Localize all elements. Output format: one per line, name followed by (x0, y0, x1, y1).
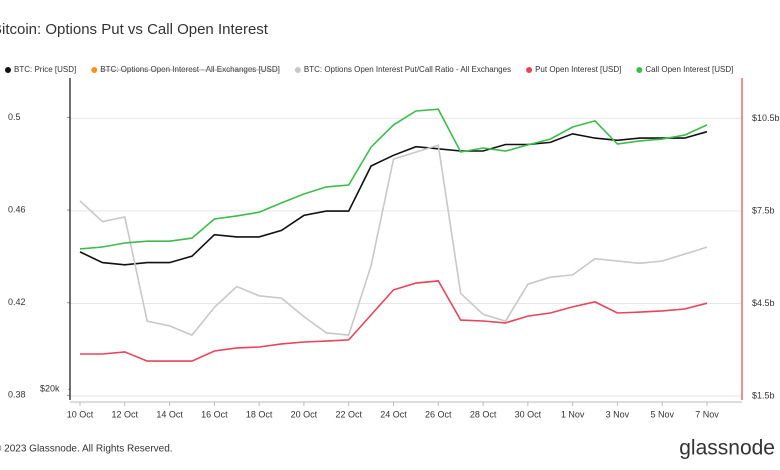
legend-label: Call Open Interest [USD] (645, 65, 733, 74)
y3-tick-label: $20k (40, 384, 60, 394)
x-tick-label: 26 Oct (425, 409, 452, 419)
x-tick-label: 10 Oct (67, 409, 94, 419)
brand: glassnode (679, 437, 775, 460)
legend-marker (294, 67, 301, 73)
x-tick-label: 1 Nov (561, 409, 585, 419)
x-tick-label: 14 Oct (156, 409, 183, 419)
x-tick-label: 28 Oct (470, 409, 497, 419)
chart-title: Bitcoin: Options Put vs Call Open Intere… (0, 21, 269, 38)
series-line (80, 280, 708, 362)
x-tick-label: 5 Nov (650, 409, 674, 419)
series-line (79, 130, 708, 266)
series-line (79, 144, 708, 337)
legend-marker (636, 67, 643, 73)
footer: © 2023 Glassnode. All Rights Reserved. (0, 444, 173, 455)
x-tick-label: 18 Oct (246, 409, 273, 419)
x-tick-label: 20 Oct (291, 409, 318, 419)
y-tick-label: 0.42 (8, 297, 26, 307)
legend-label: Put Open Interest [USD] (535, 65, 621, 74)
x-tick-label: 7 Nov (695, 409, 719, 419)
legend-marker (5, 67, 11, 73)
x-tick-label: 30 Oct (515, 409, 542, 419)
y-tick-label: 0.38 (8, 390, 26, 400)
legend-marker (91, 67, 98, 73)
legend-label: BTC: Options Open Interest Put/Call Rati… (304, 65, 511, 74)
y-tick-label: 0.5 (8, 112, 21, 122)
y2-tick-label: $4.5b (752, 298, 775, 308)
y-tick-label: 0.46 (8, 204, 26, 214)
series-line (79, 108, 708, 250)
y2-tick-label: $7.5b (752, 205, 775, 215)
x-tick-label: 12 Oct (112, 409, 139, 419)
x-tick-label: 22 Oct (335, 409, 362, 419)
y2-tick-label: $1.5b (752, 390, 775, 400)
x-tick-label: 3 Nov (606, 409, 630, 419)
legend-label: BTC: Price [USD] (14, 65, 76, 74)
x-tick-label: 24 Oct (380, 409, 407, 419)
y2-tick-label: $10.5b (752, 113, 780, 123)
x-tick-label: 16 Oct (201, 409, 228, 419)
legend-marker (526, 67, 533, 73)
